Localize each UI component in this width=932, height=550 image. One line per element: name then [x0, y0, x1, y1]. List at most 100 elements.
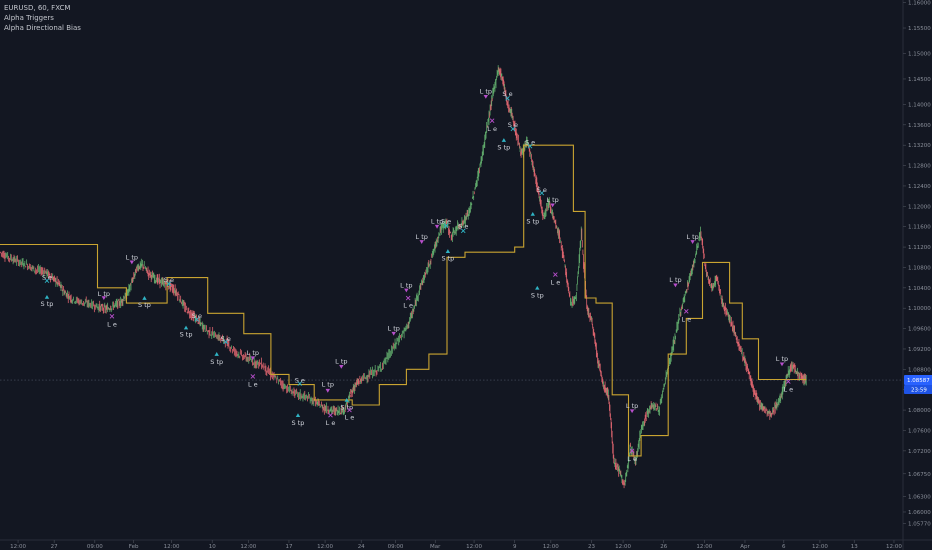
price-tick-label: 1.16000 — [908, 1, 931, 7]
time-tick-label: 12:00 — [164, 544, 180, 550]
signal-label: S tp — [441, 254, 454, 262]
signal-label: S tp — [531, 291, 544, 299]
long-triangle-marker — [44, 295, 50, 299]
short-triangle-marker — [129, 260, 135, 265]
signal-label: S e — [295, 377, 305, 385]
short-triangle-marker — [434, 224, 440, 229]
cross-marker — [347, 407, 352, 413]
time-tick-label: 13 — [851, 544, 858, 550]
time-tick-label: 12:00 — [543, 544, 559, 550]
signal-label: S tp — [526, 218, 539, 226]
price-tick-label: 1.12400 — [908, 184, 931, 190]
signal-label: L tp — [686, 233, 698, 241]
time-tick-label: 12:00 — [466, 544, 482, 550]
price-tick-label: 1.06000 — [908, 510, 931, 516]
signal-label: L e — [107, 321, 117, 329]
cross-marker — [527, 143, 533, 149]
cross-marker — [109, 314, 115, 319]
time-tick-label: 17 — [285, 544, 292, 550]
signal-label: L tp — [626, 402, 638, 410]
long-triangle-marker — [445, 249, 451, 253]
signal-label: L e — [248, 381, 258, 389]
signal-label: L e — [627, 455, 637, 463]
signal-label: L e — [551, 279, 561, 287]
time-tick-label: 12:00 — [615, 544, 631, 550]
time-tick-label: 27 — [51, 544, 58, 550]
short-triangle-marker — [325, 388, 330, 393]
time-tick-label: 12:00 — [10, 544, 26, 550]
price-tick-label: 1.05770 — [908, 522, 931, 528]
price-tick-label: 1.10000 — [908, 306, 931, 312]
cross-marker — [250, 374, 256, 379]
price-tick-label: 1.13200 — [908, 143, 931, 149]
last-price-value: 1.08587 — [907, 378, 930, 384]
price-tick-label: 1.07200 — [908, 449, 931, 455]
cross-marker — [223, 339, 229, 345]
signal-label: L tp — [322, 381, 334, 389]
signal-label: S tp — [41, 300, 54, 308]
bar-countdown: 23:59 — [911, 388, 927, 394]
cross-marker — [683, 308, 689, 314]
bar-countdown-tag — [904, 385, 932, 395]
time-tick-label: Mar — [430, 544, 441, 550]
time-tick-label: 09:00 — [87, 544, 103, 550]
signal-label: S e — [164, 276, 174, 284]
signal-label: S tp — [210, 358, 223, 366]
signal-label: L tp — [480, 88, 492, 96]
signal-label: L tp — [247, 349, 259, 357]
price-tick-label: 1.12800 — [908, 164, 931, 170]
indicator-alpha-directional-bias[interactable]: Alpha Directional Bias — [4, 24, 81, 32]
signal-label: L tp — [431, 218, 443, 226]
price-tick-label: 1.15500 — [908, 26, 931, 32]
short-triangle-marker — [101, 296, 107, 301]
cross-marker — [194, 317, 200, 322]
cross-marker — [166, 281, 172, 287]
price-tick-label: 1.11200 — [908, 245, 931, 251]
long-triangle-marker — [142, 296, 147, 300]
short-triangle-marker — [391, 331, 396, 336]
cross-marker — [328, 412, 333, 418]
signal-label: S e — [192, 312, 202, 320]
signal-label: S tp — [497, 144, 510, 152]
signal-label: L tp — [400, 281, 412, 289]
short-triangle-marker — [419, 240, 424, 244]
short-triangle-marker — [690, 240, 695, 244]
cross-marker — [489, 118, 495, 124]
indicator-alpha-triggers[interactable]: Alpha Triggers — [4, 14, 54, 22]
time-tick-label: 6 — [782, 544, 786, 550]
signal-label: L tp — [546, 196, 558, 204]
time-tick-label: 09:00 — [388, 544, 404, 550]
long-triangle-marker — [214, 352, 219, 356]
signal-label: L tp — [776, 355, 788, 363]
symbol-title[interactable]: EURUSD, 60, FXCM — [4, 4, 71, 12]
time-tick-label: Apr — [740, 544, 750, 550]
long-triangle-marker — [501, 138, 507, 142]
short-triangle-marker — [250, 356, 256, 361]
signal-label: S e — [525, 139, 535, 147]
long-triangle-marker — [535, 285, 540, 290]
price-tick-label: 1.10400 — [908, 286, 931, 292]
time-tick-label: Feb — [129, 544, 139, 550]
signal-label: L tp — [669, 276, 681, 284]
signal-label: S e — [221, 335, 231, 343]
short-triangle-marker — [339, 364, 344, 369]
time-tick-label: 12:00 — [240, 544, 256, 550]
cross-marker — [405, 295, 411, 301]
time-tick-label: 26 — [660, 544, 667, 550]
price-tick-label: 1.12000 — [908, 204, 931, 210]
price-tick-label: 1.14500 — [908, 77, 931, 83]
cross-marker — [505, 96, 510, 101]
price-tick-label: 1.11600 — [908, 225, 931, 231]
cross-marker — [553, 272, 558, 277]
signal-label: L e — [326, 419, 336, 427]
signal-label: L tp — [388, 325, 400, 333]
short-triangle-marker — [673, 283, 678, 288]
last-price-tag — [904, 375, 932, 386]
cross-marker — [629, 448, 635, 454]
chart-legend: EURUSD, 60, FXCM Alpha Triggers Alpha Di… — [4, 3, 81, 33]
directional-bias-line — [0, 144, 807, 457]
signal-label: L e — [783, 386, 793, 394]
time-tick-label: 24 — [358, 544, 365, 550]
